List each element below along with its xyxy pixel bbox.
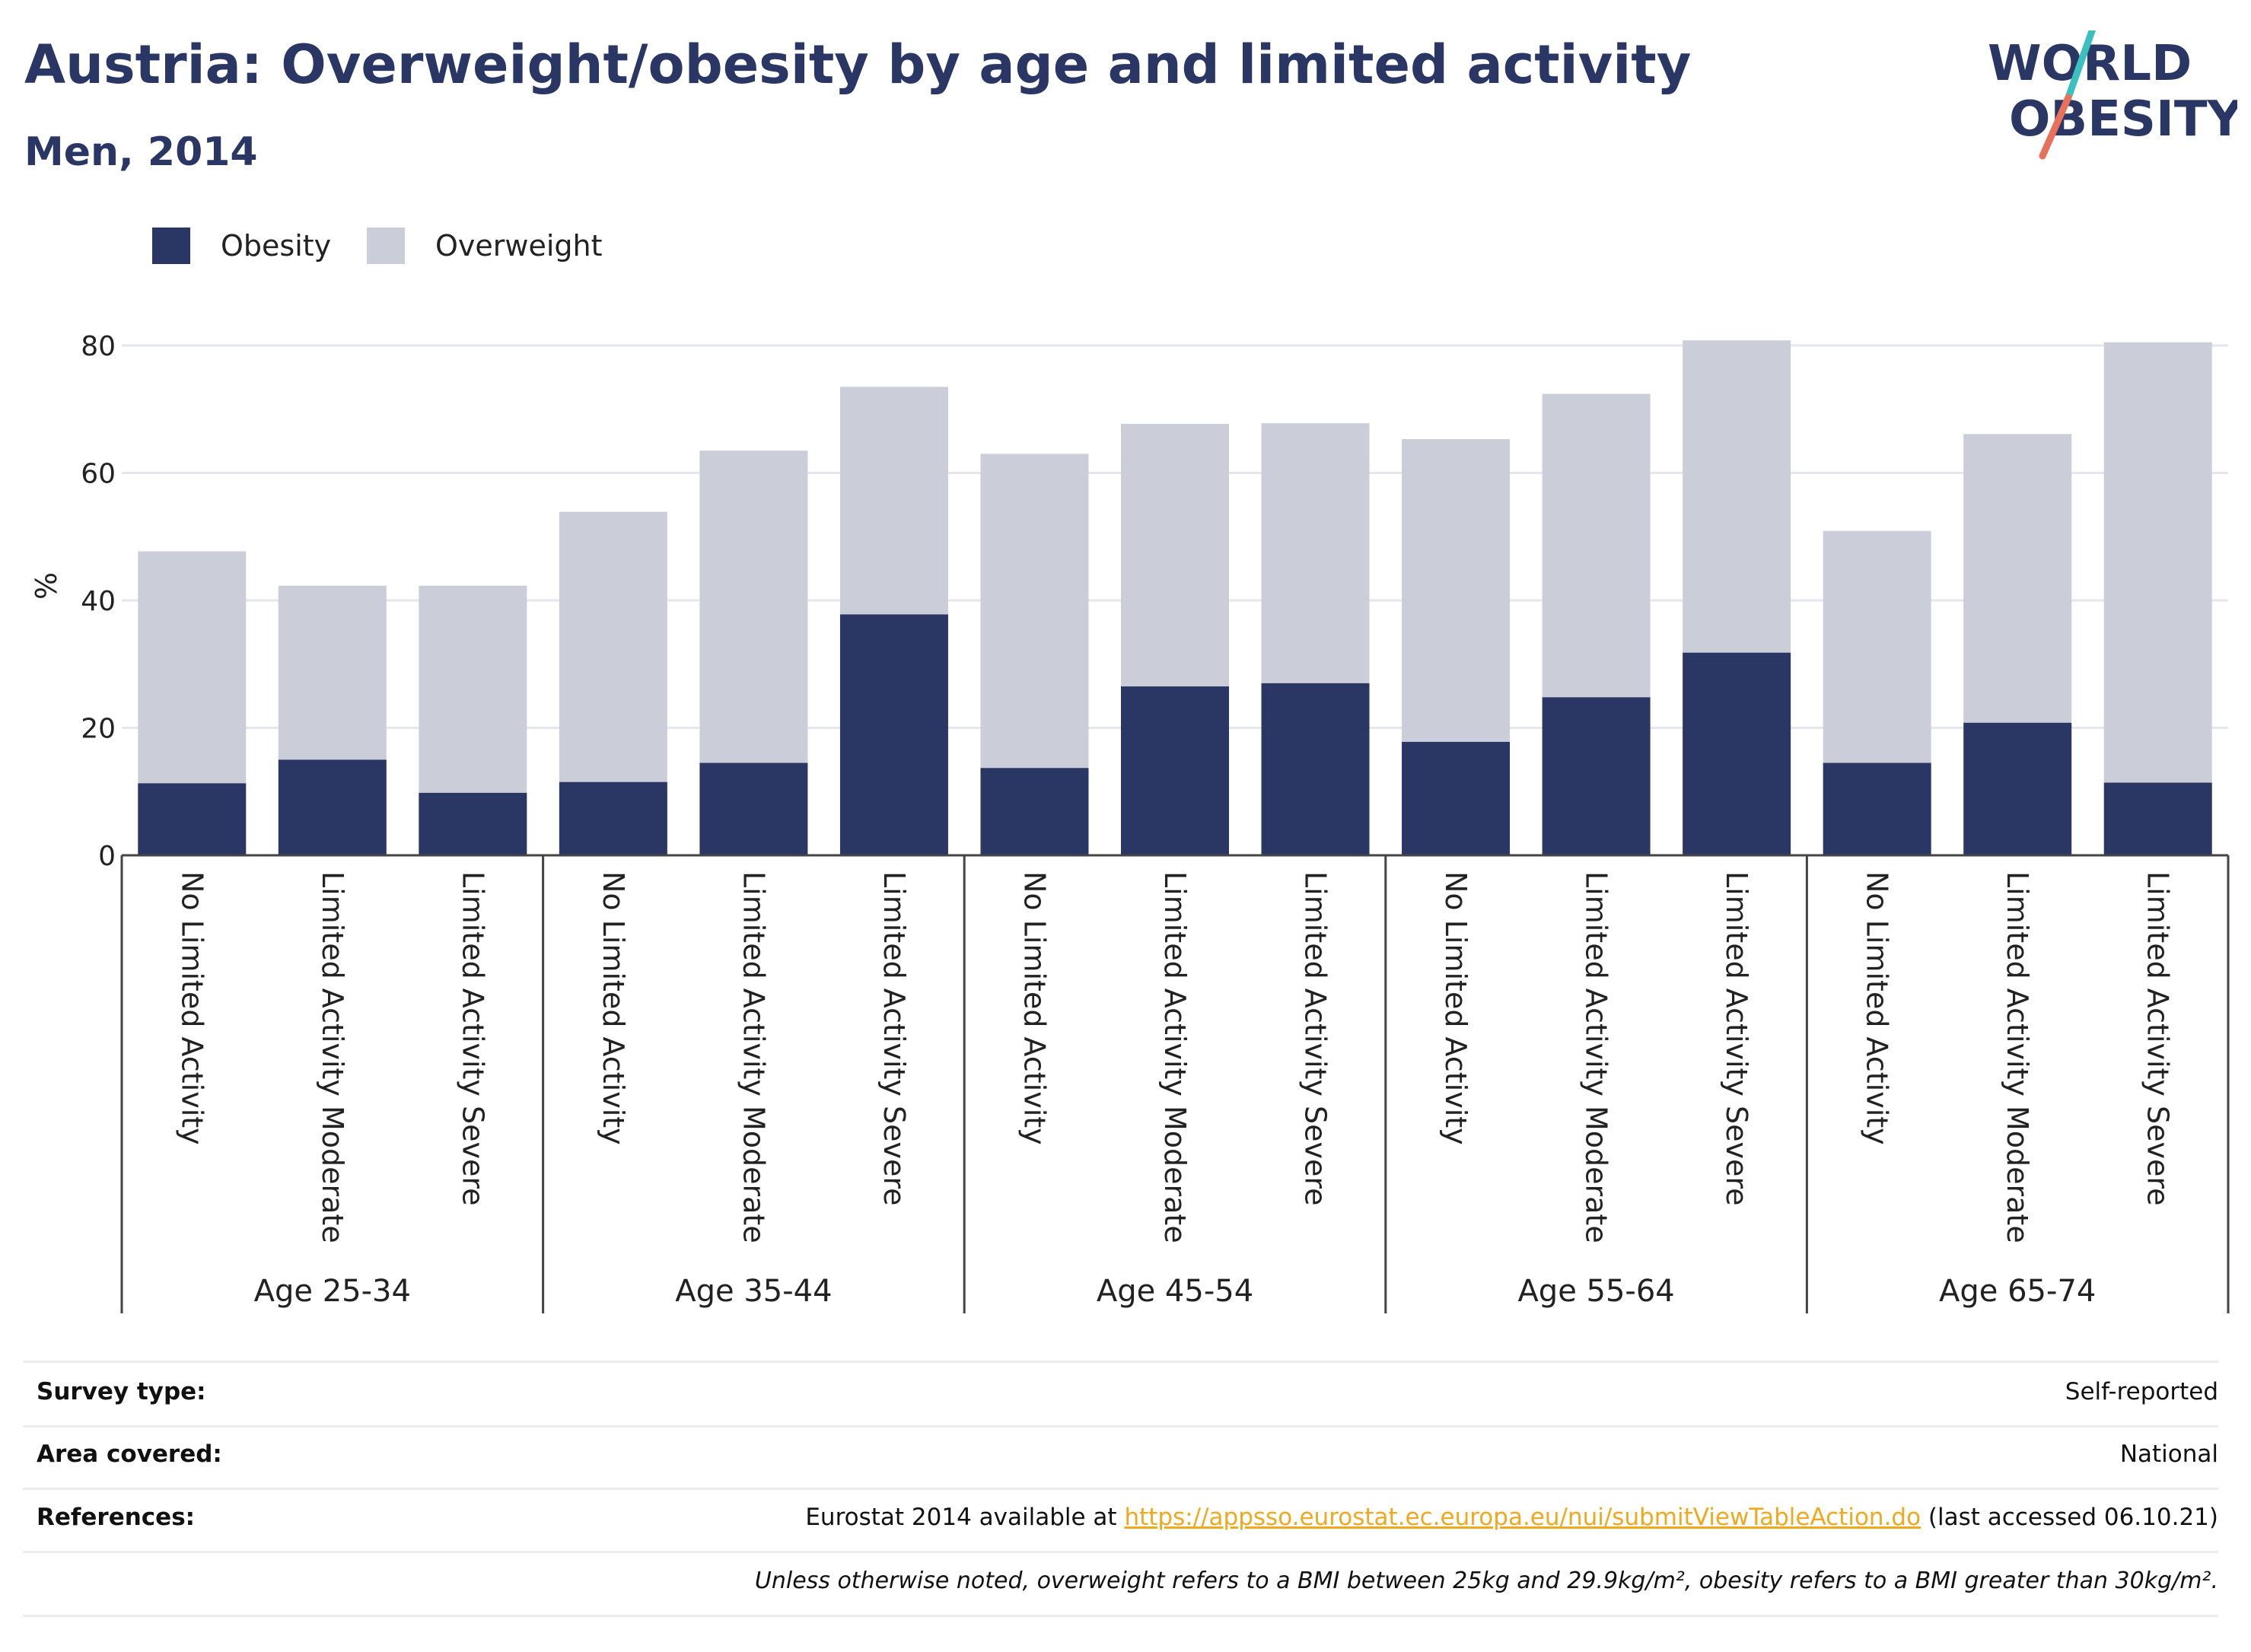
group-label: Age 45-54 <box>1097 1274 1253 1309</box>
bar-obesity <box>1261 683 1370 855</box>
bar-obesity <box>1402 741 1511 855</box>
area-label: Area covered: <box>37 1440 222 1468</box>
bar-obesity <box>699 762 808 855</box>
bar-overweight <box>1261 423 1370 683</box>
bar-overweight <box>2103 342 2212 783</box>
group-label: Age 35-44 <box>675 1274 832 1309</box>
references-prefix: Eurostat 2014 available at <box>805 1504 1125 1531</box>
group-label: Age 55-64 <box>1517 1274 1674 1309</box>
bar-overweight <box>980 454 1089 769</box>
x-tick-label: No Limited Activity <box>1861 871 1894 1145</box>
bar-obesity <box>419 792 527 855</box>
x-tick-label: Limited Activity Moderate <box>316 871 349 1243</box>
bar-overweight <box>839 387 948 615</box>
y-tick-label: 80 <box>81 331 116 362</box>
survey-type-label: Survey type: <box>37 1378 206 1405</box>
meta-row-survey-type: Survey type: Self-reported <box>23 1361 2218 1428</box>
x-tick-label: Limited Activity Severe <box>2141 871 2175 1206</box>
legend-label-overweight: Overweight <box>435 229 603 263</box>
bar-overweight <box>1963 434 2072 723</box>
group-label: Age 25-34 <box>254 1274 411 1309</box>
bar-obesity <box>559 781 667 855</box>
world-obesity-logo: WORLD OBESITY <box>1988 30 2237 160</box>
x-tick-label: Limited Activity Severe <box>1299 871 1332 1206</box>
survey-type-value: Self-reported <box>2065 1378 2218 1405</box>
legend-item-overweight[interactable]: Overweight <box>367 227 603 265</box>
y-tick-label: 20 <box>81 714 116 745</box>
bar-obesity <box>1542 697 1651 855</box>
bar-obesity <box>278 759 387 855</box>
meta-row-area: Area covered: National <box>23 1425 2218 1490</box>
bar-overweight <box>138 551 247 784</box>
area-value: National <box>2119 1440 2218 1468</box>
x-tick-label: Limited Activity Severe <box>877 871 911 1206</box>
group-label: Age 65-74 <box>1939 1274 2096 1309</box>
bmi-definition-note: Unless otherwise noted, overweight refer… <box>754 1568 2218 1594</box>
x-tick-label: Limited Activity Severe <box>1720 871 1753 1206</box>
bar-obesity <box>1121 686 1229 855</box>
bar-overweight <box>1823 530 1931 763</box>
y-tick-label: 0 <box>98 841 116 872</box>
y-axis-label: % <box>30 572 63 600</box>
bar-obesity <box>839 614 948 855</box>
x-tick-label: Limited Activity Moderate <box>1158 871 1192 1243</box>
references-link[interactable]: https://appsso.eurostat.ec.europa.eu/nui… <box>1124 1504 1921 1531</box>
bar-obesity <box>1683 652 1791 855</box>
bar-obesity <box>1823 762 1931 855</box>
bar-overweight <box>1121 424 1229 687</box>
references-suffix: (last accessed 06.10.21) <box>1921 1504 2218 1531</box>
meta-row-note: Unless otherwise noted, overweight refer… <box>23 1552 2218 1617</box>
x-tick-label: Limited Activity Severe <box>456 871 489 1206</box>
bar-overweight <box>1402 439 1511 742</box>
logo-slash-coral <box>2039 94 2072 160</box>
legend-swatch-obesity <box>152 228 190 264</box>
y-tick-label: 60 <box>81 459 116 490</box>
references-label: References: <box>37 1504 196 1531</box>
bar-overweight <box>699 450 808 763</box>
x-tick-label: Limited Activity Moderate <box>1580 871 1613 1243</box>
bar-overweight <box>1683 340 1791 653</box>
bar-obesity <box>980 768 1089 855</box>
bar-obesity <box>138 783 247 855</box>
logo-slash-teal <box>2065 30 2097 101</box>
chart-subtitle: Men, 2014 <box>24 129 258 175</box>
bar-obesity <box>2103 782 2212 855</box>
x-tick-label: Limited Activity Moderate <box>2001 871 2034 1243</box>
x-tick-label: No Limited Activity <box>175 871 209 1145</box>
chart-title: Austria: Overweight/obesity by age and l… <box>24 33 1692 96</box>
x-tick-label: Limited Activity Moderate <box>737 871 770 1243</box>
references-value: Eurostat 2014 available at https://appss… <box>805 1504 2218 1531</box>
x-tick-label: No Limited Activity <box>1439 871 1473 1145</box>
stacked-bar-chart: 0 20 40 60 80% No Limited Activity Limited Act… <box>30 331 2230 1313</box>
x-tick-label: No Limited Activity <box>597 871 630 1145</box>
bar-obesity <box>1963 722 2072 855</box>
bar-overweight <box>1542 393 1651 698</box>
legend-swatch-overweight <box>367 228 405 264</box>
meta-row-references: References: Eurostat 2014 available at h… <box>23 1488 2218 1553</box>
bar-overweight <box>559 511 667 782</box>
y-tick-label: 40 <box>81 586 116 617</box>
legend-label-obesity: Obesity <box>221 229 332 263</box>
legend-item-obesity[interactable]: Obesity <box>152 227 331 265</box>
bar-overweight <box>278 585 387 760</box>
bar-overweight <box>419 585 527 793</box>
x-tick-label: No Limited Activity <box>1017 871 1051 1145</box>
